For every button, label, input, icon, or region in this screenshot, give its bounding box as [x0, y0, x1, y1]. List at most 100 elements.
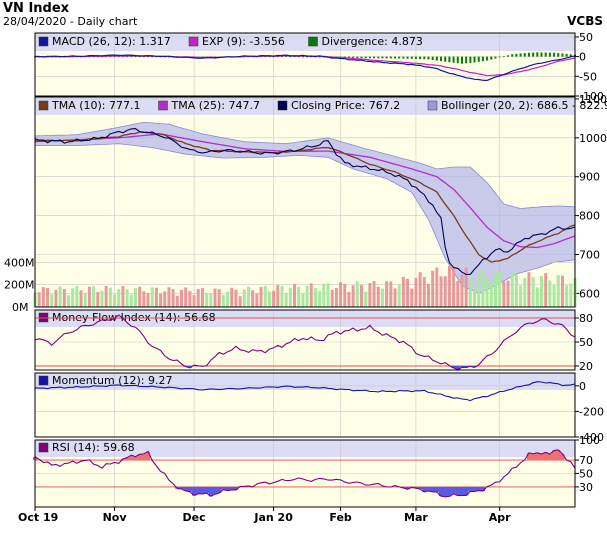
volume-bar: [531, 277, 535, 307]
volume-tick-label: 0M: [12, 301, 29, 314]
divergence-bar: [398, 56, 401, 59]
mfi_panel-y-tick-label: 50: [579, 336, 593, 349]
price_panel-y-tick-label: 900: [579, 171, 600, 184]
volume-bar: [263, 286, 267, 307]
divergence-bar: [456, 56, 459, 64]
divergence-bar: [540, 52, 543, 57]
divergence-bar: [406, 56, 409, 59]
price_panel-legend-swatch: [277, 100, 288, 111]
volume-bar: [389, 281, 393, 307]
divergence-bar: [364, 56, 367, 59]
volume-bar: [498, 271, 502, 307]
divergence-bar: [347, 56, 350, 58]
volume-tick-label: 200M: [4, 279, 35, 292]
volume-bar: [87, 286, 91, 307]
divergence-bar: [126, 56, 129, 58]
volume-bar: [540, 276, 544, 307]
divergence-bar: [494, 56, 497, 59]
volume-bar: [209, 293, 213, 307]
volume-bar: [284, 292, 288, 307]
mfi-panel-border: [34, 309, 576, 371]
macd_panel-legend-text: Divergence: 4.873: [322, 35, 423, 48]
divergence-bar: [109, 56, 112, 58]
mfi_panel-legend-swatch: [38, 312, 49, 323]
volume-bar: [138, 286, 142, 307]
divergence-bar: [469, 56, 472, 63]
divergence-bar: [419, 56, 422, 60]
volume-bar: [481, 269, 485, 307]
price-panel-border: [34, 96, 576, 308]
chart-title: VN Index: [3, 1, 70, 16]
volume-bar: [54, 290, 58, 307]
volume-bar: [100, 290, 104, 307]
divergence-bar: [498, 56, 501, 58]
volume-bar: [79, 290, 83, 307]
rsi_panel-legend-swatch: [38, 442, 49, 453]
momentum-line: [34, 381, 576, 402]
mfi-line: [34, 314, 576, 371]
volume-bar: [167, 287, 171, 307]
volume-bar: [452, 267, 456, 307]
divergence-bar: [465, 56, 468, 64]
volume-bar: [339, 282, 343, 307]
volume-bar: [75, 286, 79, 307]
divergence-bar: [460, 56, 463, 64]
volume-bar: [58, 286, 62, 307]
divergence-bar: [377, 56, 380, 59]
divergence-bar: [381, 56, 384, 59]
divergence-bar: [301, 56, 304, 58]
volume-bar: [422, 277, 426, 307]
divergence-bar: [502, 56, 505, 58]
volume-bar: [544, 273, 548, 307]
macd_panel-y-tick-label: 50: [579, 31, 593, 44]
rsi_panel-y-tick-label: 100: [579, 434, 600, 447]
divergence-bar: [507, 55, 510, 57]
divergence-bar: [285, 56, 288, 58]
volume-bar: [506, 280, 510, 307]
macd_panel-legend-swatch: [188, 36, 199, 47]
volume-bar: [519, 285, 523, 307]
divergence-bar: [452, 56, 455, 63]
chart-source: VCBS: [567, 14, 603, 28]
x-tick-label: Dec: [183, 511, 206, 524]
volume-bar: [397, 284, 401, 307]
volume-bar: [527, 272, 531, 307]
volume-bar: [62, 289, 66, 307]
volume-bar: [565, 285, 569, 307]
volume-bar: [493, 272, 497, 307]
volume-bar: [242, 289, 246, 307]
volume-bar: [569, 283, 573, 307]
x-tick-label: Mar: [404, 511, 428, 524]
divergence-bar: [435, 56, 438, 61]
divergence-bar: [167, 56, 170, 58]
closing-price-line: [34, 128, 576, 276]
volume-bar: [108, 287, 112, 307]
macd_panel-legend-bar: [35, 33, 575, 51]
volume-bar: [401, 276, 405, 307]
x-tick-label: Oct 19: [18, 511, 58, 524]
volume-bar: [142, 291, 146, 307]
volume-bar: [180, 290, 184, 307]
divergence-bar: [389, 56, 392, 59]
divergence-bar: [117, 56, 120, 58]
volume-bar: [473, 286, 477, 307]
volume-bar: [523, 277, 527, 307]
rsi_panel-legend-text: RSI (14): 59.68: [52, 441, 135, 454]
x-tick-label: Feb: [329, 511, 352, 524]
volume-bar: [276, 285, 280, 307]
divergence-bar: [356, 56, 359, 59]
macd-line: [35, 54, 576, 82]
volume-bar: [184, 287, 188, 307]
macd_panel-legend-text: EXP (9): -3.556: [202, 35, 285, 48]
volume-bar: [259, 287, 263, 307]
volume-bar: [535, 287, 539, 307]
divergence-bar: [527, 52, 530, 57]
rsi-panel-border: [34, 439, 576, 508]
divergence-bar: [565, 53, 568, 57]
volume-bar: [355, 281, 359, 307]
volume-bar: [485, 277, 489, 307]
volume-bar: [280, 286, 284, 307]
price_panel-y-tick-label: 1000: [579, 132, 607, 145]
volume-bar: [163, 291, 167, 307]
